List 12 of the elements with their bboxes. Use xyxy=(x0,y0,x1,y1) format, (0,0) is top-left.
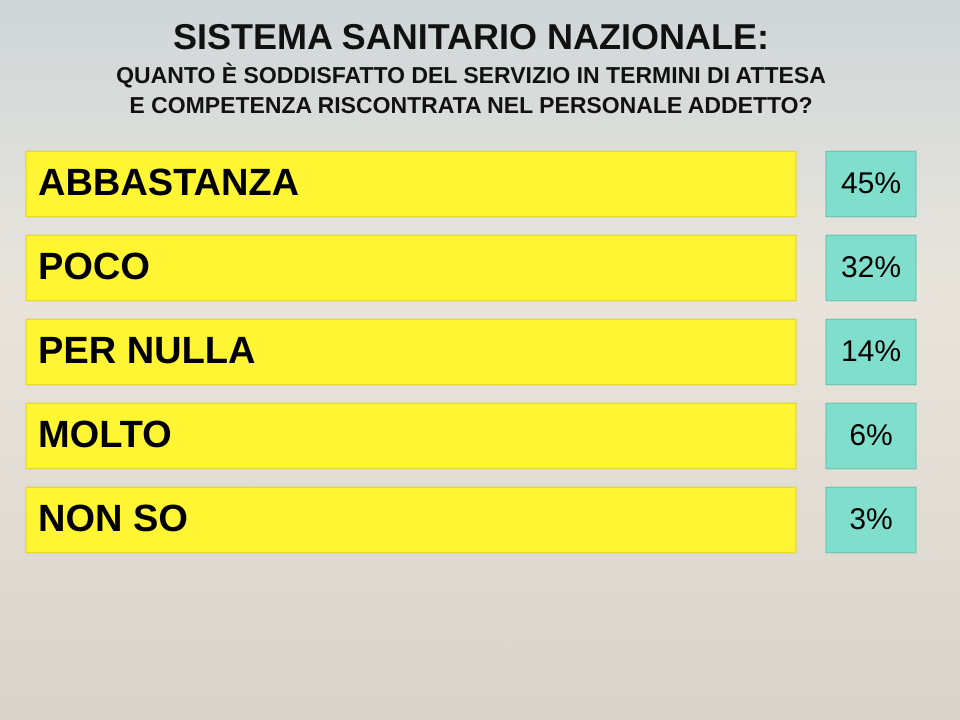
category-label: POCO xyxy=(38,246,150,288)
data-label: 45% xyxy=(840,166,902,200)
category-label: NON SO xyxy=(38,498,188,540)
data-label: 32% xyxy=(840,250,902,284)
data-label: 14% xyxy=(840,335,902,368)
category-label: PER NULLA xyxy=(38,330,256,372)
category-label: ABBASTANZA xyxy=(38,162,300,204)
data-label: 3% xyxy=(849,503,893,536)
data-label: 6% xyxy=(849,419,893,452)
text: SISTEMA SANITARIO NAZIONALE: xyxy=(173,16,769,57)
text: QUANTO È SODDISFATTO DEL SERVIZIO IN TERMINI DI ATTESA E COMPETENZA RISCONTRATA NEL PERSONALE ADDETTO? xyxy=(116,62,826,118)
category-label: MOLTO xyxy=(38,414,172,456)
